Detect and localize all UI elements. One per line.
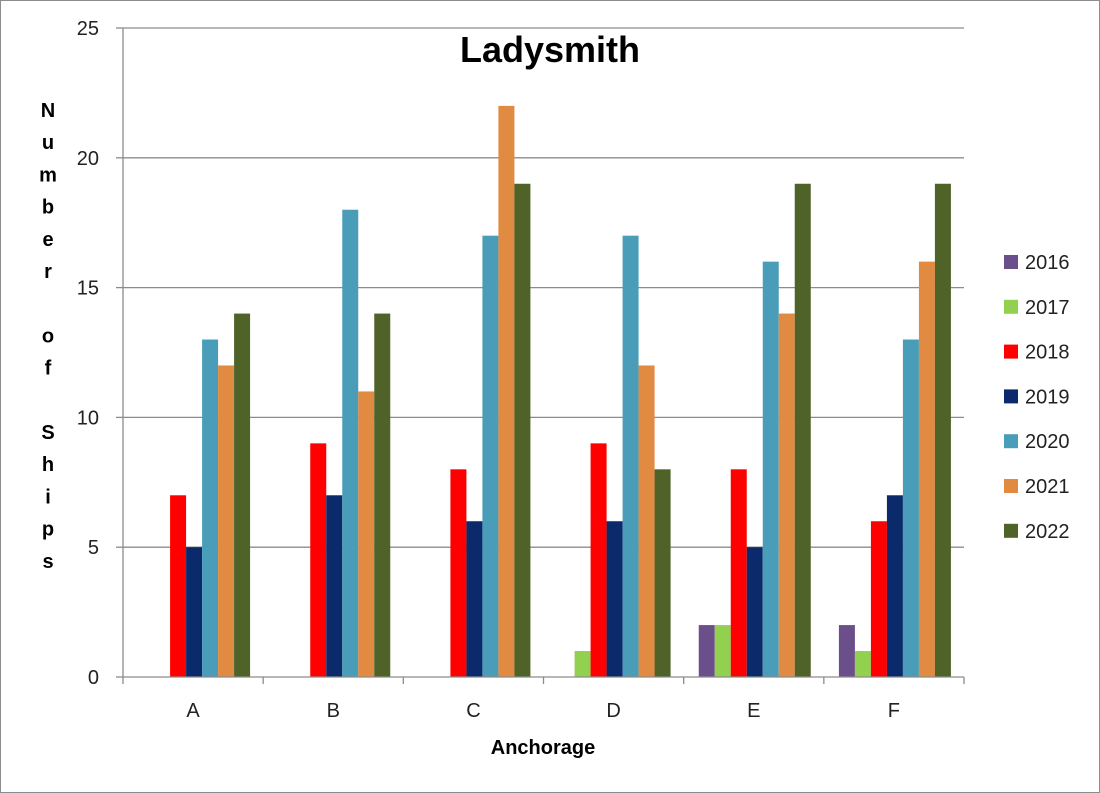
x-tick-label: E: [747, 700, 760, 722]
legend-item-2016: 2016: [1004, 252, 1070, 274]
legend-item-2018: 2018: [1004, 342, 1070, 364]
bar-2020-C: [482, 235, 499, 677]
x-tick-labels: A B C D E F: [186, 700, 900, 722]
legend-item-2020: 2020: [1004, 431, 1070, 453]
y-tick-label: 25: [77, 18, 99, 40]
legend-label: 2016: [1025, 252, 1070, 274]
bar-2017-E: [714, 625, 731, 677]
bar-2017-F: [854, 651, 871, 677]
bar-2021-A: [218, 365, 235, 677]
bar-2018-A: [170, 495, 187, 677]
bar-2019-C: [466, 521, 483, 677]
legend-swatch: [1004, 523, 1018, 538]
bar-2022-A: [234, 313, 251, 677]
legend-swatch: [1004, 434, 1018, 449]
bar-2020-B: [342, 209, 359, 677]
legend-swatch: [1004, 255, 1018, 269]
bar-2016-F: [838, 625, 855, 677]
bar-2022-D: [654, 469, 671, 677]
bars: [170, 105, 951, 677]
bar-2018-F: [870, 521, 887, 677]
legend-label: 2018: [1025, 342, 1070, 364]
x-axis-label: Anchorage: [491, 737, 595, 759]
bar-2018-B: [310, 443, 327, 677]
bar-2019-D: [606, 521, 623, 677]
legend-item-2022: 2022: [1004, 521, 1070, 543]
bar-2022-F: [934, 183, 951, 677]
bar-2021-C: [498, 105, 515, 677]
x-tick-label: D: [606, 700, 620, 722]
bar-2016-E: [698, 625, 715, 677]
bar-2019-F: [886, 495, 903, 677]
bar-2019-E: [746, 547, 763, 677]
bar-2020-F: [902, 339, 919, 677]
bar-2020-D: [622, 235, 639, 677]
bar-2018-D: [590, 443, 607, 677]
legend-item-2017: 2017: [1004, 297, 1070, 319]
bar-2022-B: [374, 313, 391, 677]
legend-label: 2022: [1025, 521, 1070, 543]
legend-swatch: [1004, 479, 1018, 493]
x-tick-label: F: [888, 700, 900, 722]
legend-swatch: [1004, 299, 1018, 314]
legend-label: 2017: [1025, 297, 1070, 319]
bar-2021-F: [918, 261, 935, 677]
y-tick-label: 15: [77, 278, 99, 300]
bar-2020-A: [202, 339, 219, 677]
legend-item-2019: 2019: [1004, 386, 1070, 408]
bar-2020-E: [762, 261, 779, 677]
bar-2017-D: [574, 651, 591, 677]
bar-2019-A: [186, 547, 203, 677]
legend-item-2021: 2021: [1004, 476, 1070, 498]
bar-2019-B: [326, 495, 343, 677]
y-tick-label: 5: [88, 537, 99, 559]
x-tick-label: B: [327, 700, 340, 722]
bar-2022-E: [794, 183, 811, 677]
gridlines: [116, 27, 964, 678]
legend-label: 2021: [1025, 476, 1070, 498]
bar-2018-E: [730, 469, 747, 677]
legend-swatch: [1004, 389, 1018, 404]
y-tick-label: 0: [88, 667, 99, 689]
legend-swatch: [1004, 344, 1018, 359]
y-tick-label: 20: [77, 148, 99, 170]
bar-2021-E: [778, 313, 795, 677]
x-tick-label: A: [186, 700, 200, 722]
x-tick-label: C: [466, 700, 480, 722]
axes: [122, 28, 965, 684]
chart-title: Ladysmith: [460, 29, 640, 70]
bar-2021-D: [638, 365, 655, 677]
bar-2018-C: [450, 469, 467, 677]
legend: 2016 2017 2018 2019 2020 2021 2022: [1004, 252, 1070, 543]
y-tick-labels: 0 5 10 15 20 25: [77, 18, 99, 689]
legend-label: 2020: [1025, 431, 1070, 453]
bar-2022-C: [514, 183, 531, 677]
legend-label: 2019: [1025, 386, 1070, 408]
bar-2021-B: [358, 391, 375, 677]
y-tick-label: 10: [77, 407, 99, 429]
